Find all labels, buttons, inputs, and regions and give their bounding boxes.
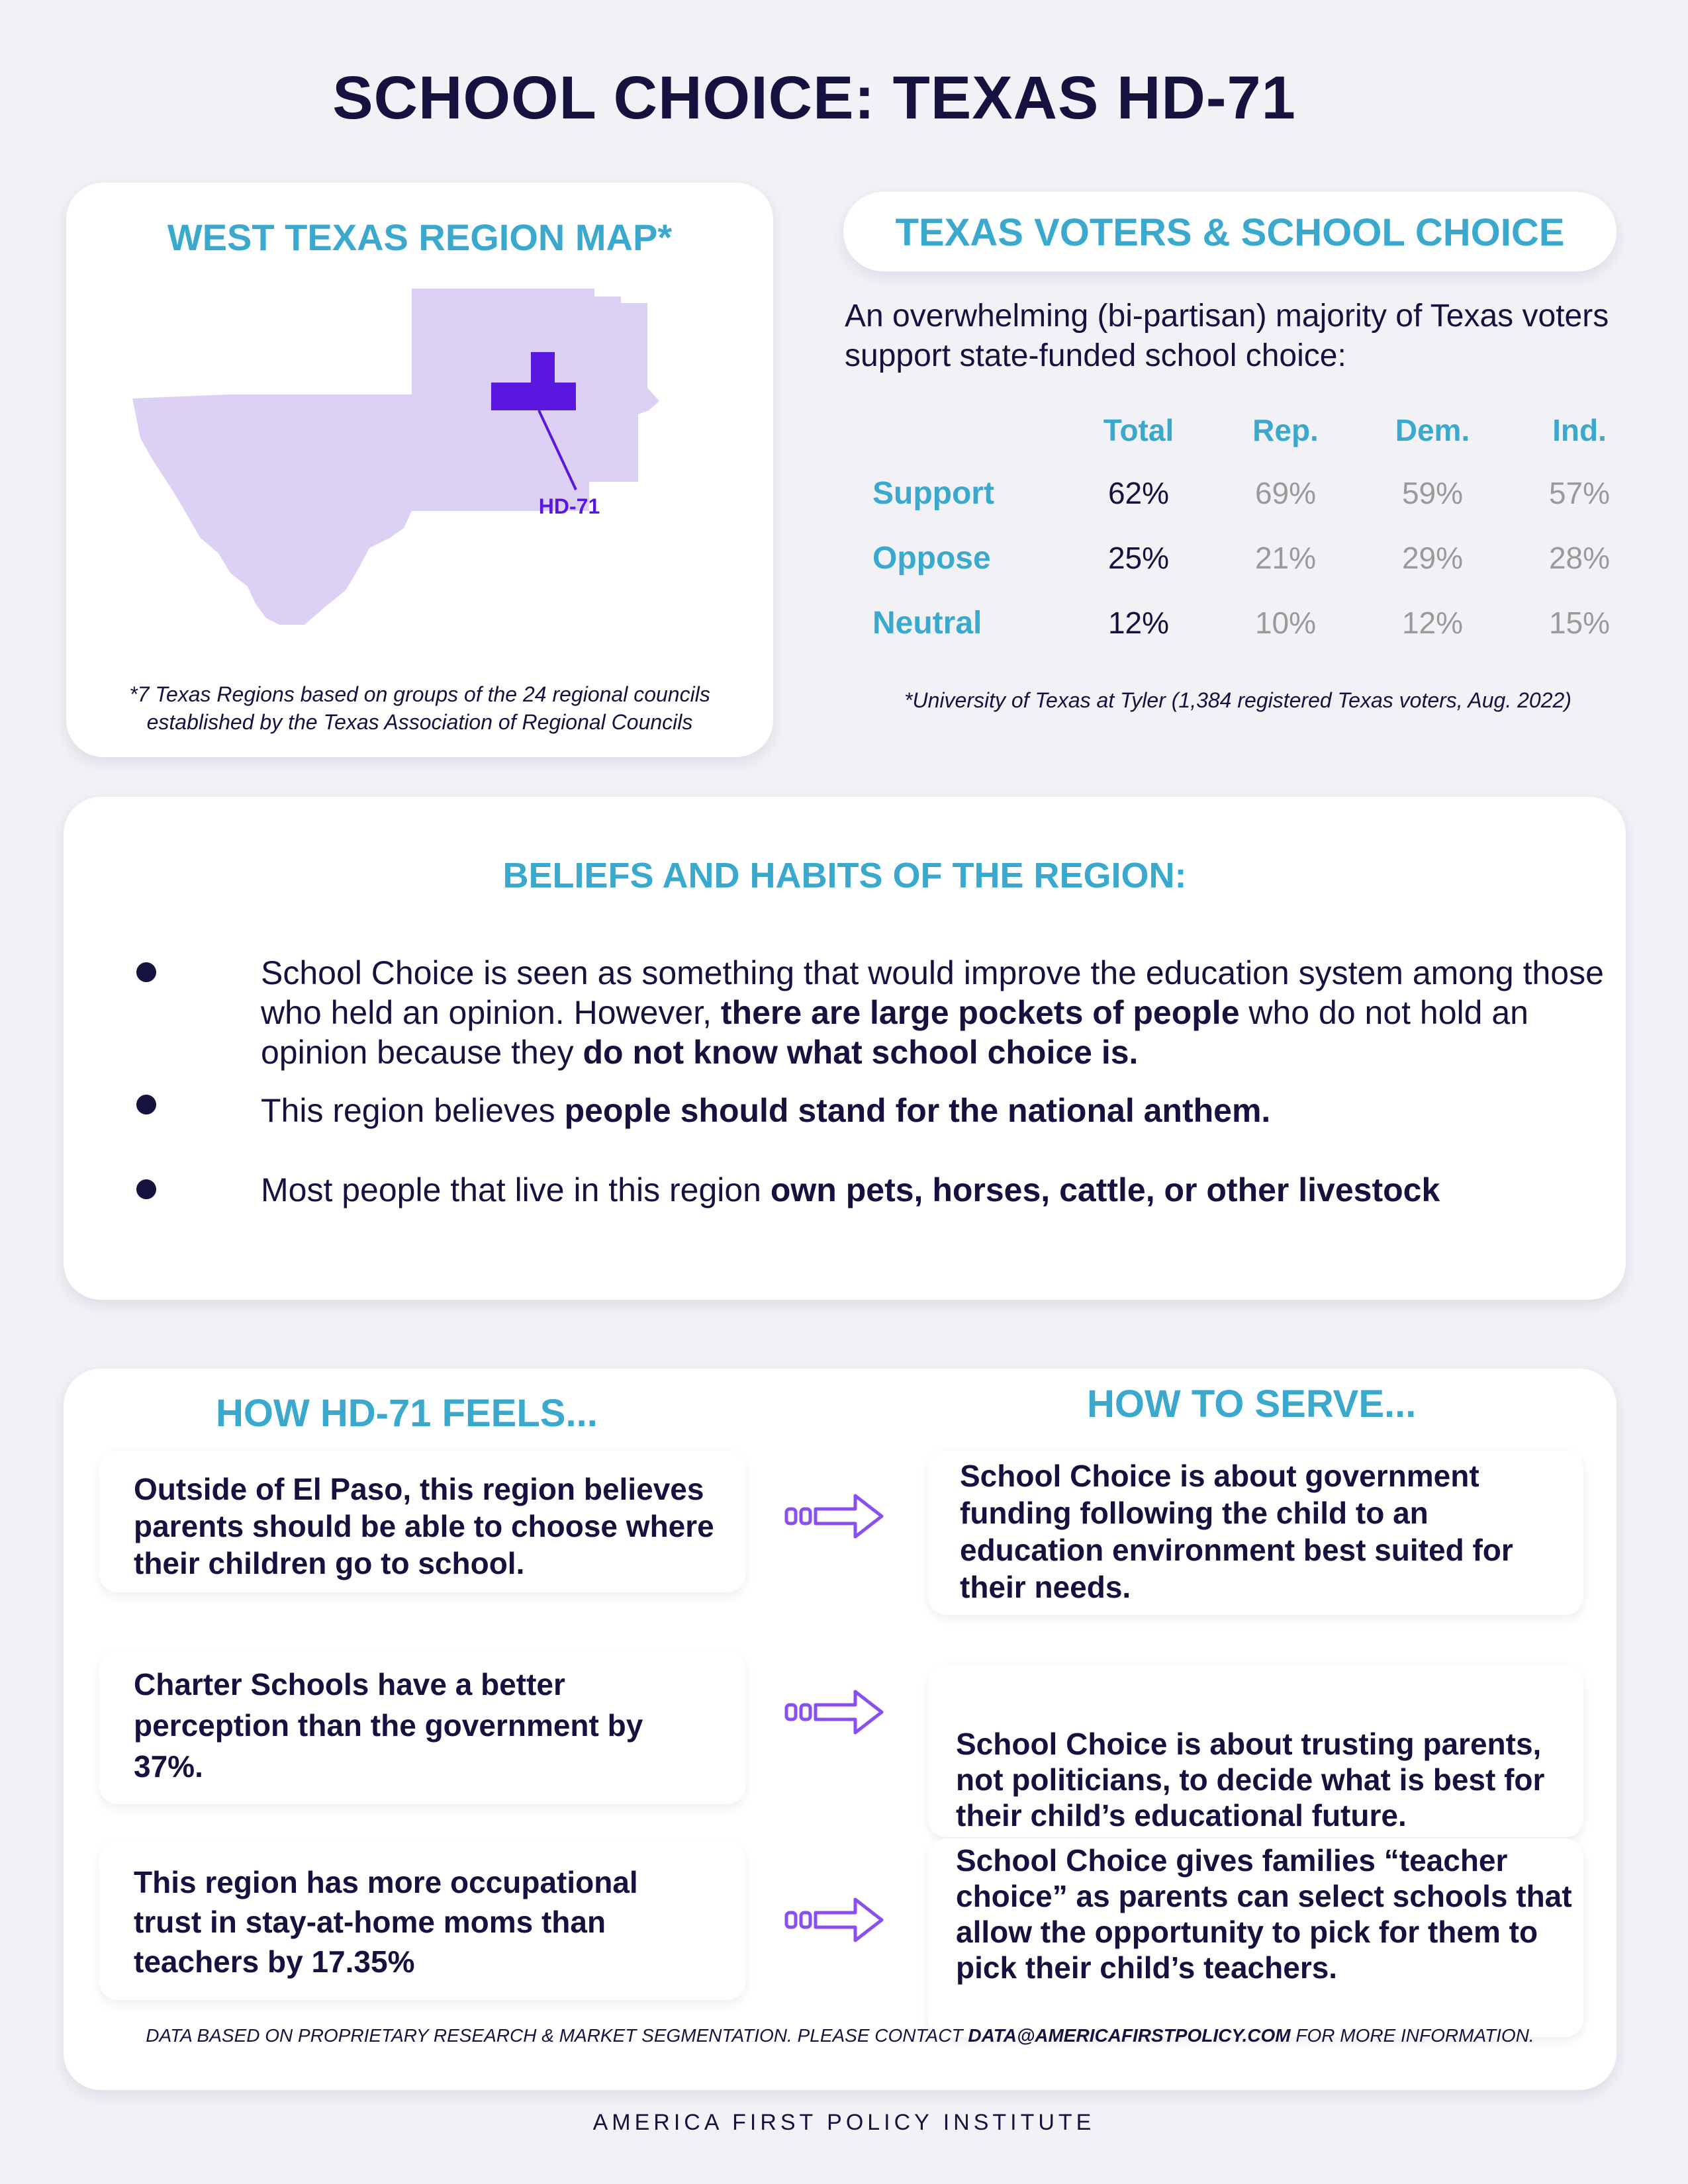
- poll-row-label: Support: [872, 475, 994, 511]
- belief-text-bold: people should stand for the national ant…: [564, 1092, 1271, 1129]
- region-map-heading: WEST TEXAS REGION MAP*: [167, 216, 673, 258]
- poll-header-row: Total Rep. Dem. Ind.: [854, 400, 1653, 461]
- feels-box: Charter Schools have a better perception…: [99, 1651, 745, 1804]
- poll-source-note: *University of Texas at Tyler (1,384 reg…: [904, 688, 1571, 712]
- poll-cell: 12%: [1107, 606, 1170, 640]
- hd-71-district-shape: [491, 352, 576, 410]
- belief-bullet: School Choice is seen as something that …: [136, 953, 1604, 1072]
- poll-cell: 62%: [1107, 476, 1170, 510]
- serve-text: School Choice is about trusting parents,…: [956, 1727, 1545, 1833]
- serve-text: School Choice is about government fundin…: [960, 1459, 1513, 1604]
- serve-text: School Choice gives families “teacher ch…: [956, 1843, 1572, 1985]
- poll-row-label: Neutral: [872, 605, 982, 641]
- serve-box: School Choice is about government fundin…: [928, 1451, 1583, 1615]
- disclaimer-text: FOR MORE INFORMATION.: [1290, 2025, 1534, 2046]
- poll-cell: 28%: [1548, 541, 1611, 575]
- belief-text-part: who do not hold an opinion because they: [261, 994, 1528, 1071]
- feels-text: Outside of El Paso, this region believes…: [134, 1472, 714, 1580]
- belief-text-part: School Choice is seen as something that …: [261, 954, 1604, 1031]
- serve-heading: HOW TO SERVE...: [1087, 1383, 1417, 1426]
- belief-text-bold: there are large pockets of people: [720, 994, 1240, 1031]
- feels-text: Charter Schools have a better perception…: [134, 1667, 643, 1784]
- beliefs-card: BELIEFS AND HABITS OF THE REGION: School…: [64, 797, 1626, 1300]
- poll-cell: 25%: [1107, 541, 1170, 575]
- voters-heading-pill: TEXAS VOTERS & SCHOOL CHOICE: [843, 192, 1617, 271]
- feels-box: Outside of El Paso, this region believes…: [99, 1451, 745, 1592]
- poll-cell: 57%: [1548, 476, 1611, 510]
- belief-bullet: This region believes people should stand…: [136, 1091, 1560, 1130]
- bullet-dot-icon: [136, 962, 156, 982]
- west-texas-region-shape: [132, 289, 659, 625]
- poll-row-oppose: Oppose 25% 21% 29% 28%: [854, 525, 1653, 590]
- poll-row-label: Oppose: [872, 540, 991, 576]
- serve-box: School Choice is about trusting parents,…: [928, 1665, 1583, 1837]
- region-map-card: WEST TEXAS REGION MAP* HD-71 *7 Texas Re…: [66, 183, 773, 757]
- poll-cell: 69%: [1254, 476, 1317, 510]
- feels-text: This region has more occupational trust …: [134, 1865, 638, 1979]
- belief-text: Most people that live in this region own…: [261, 1170, 1618, 1210]
- footer-organization: AMERICA FIRST POLICY INSTITUTE: [592, 2110, 1096, 2135]
- page-title: SCHOOL CHOICE: TEXAS HD-71: [332, 64, 1296, 132]
- region-map-note: *7 Texas Regions based on groups of the …: [129, 682, 710, 734]
- feels-box: This region has more occupational trust …: [99, 1841, 745, 2000]
- serve-box: School Choice gives families “teacher ch…: [928, 1839, 1583, 2037]
- belief-text-part: Most people that live in this region: [261, 1171, 771, 1208]
- poll-column-ind: Ind.: [1552, 413, 1607, 447]
- belief-text-bold: do not know what school choice is.: [583, 1034, 1139, 1071]
- feels-serve-card: HOW HD-71 FEELS... HOW TO SERVE... Outsi…: [64, 1369, 1617, 2090]
- poll-row-neutral: Neutral 12% 10% 12% 15%: [854, 590, 1653, 655]
- data-disclaimer: DATA BASED ON PROPRIETARY RESEARCH & MAR…: [64, 2025, 1617, 2046]
- poll-column-dem: Dem.: [1395, 413, 1470, 447]
- hd-71-label: HD-71: [539, 494, 600, 518]
- belief-text: This region believes people should stand…: [261, 1091, 1618, 1130]
- arrow-right-icon: [784, 1897, 884, 1942]
- poll-corner-cell: [854, 400, 1065, 461]
- contact-email-link[interactable]: DATA@AMERICAFIRSTPOLICY.COM: [968, 2025, 1291, 2046]
- disclaimer-text: DATA BASED ON PROPRIETARY RESEARCH & MAR…: [146, 2025, 968, 2046]
- poll-cell: 29%: [1401, 541, 1464, 575]
- poll-column-rep: Rep.: [1252, 413, 1319, 447]
- belief-text-bold: own pets, horses, cattle, or other lives…: [770, 1171, 1440, 1208]
- voters-intro: An overwhelming (bi-partisan) majority o…: [845, 298, 1609, 373]
- belief-text-part: This region believes: [261, 1092, 565, 1129]
- poll-table: Total Rep. Dem. Ind. Support 62% 69% 59%…: [854, 400, 1653, 655]
- poll-cell: 12%: [1401, 606, 1464, 640]
- voters-heading: TEXAS VOTERS & SCHOOL CHOICE: [895, 211, 1565, 254]
- feels-heading: HOW HD-71 FEELS...: [216, 1392, 598, 1435]
- beliefs-heading: BELIEFS AND HABITS OF THE REGION:: [502, 856, 1187, 895]
- bullet-dot-icon: [136, 1095, 156, 1115]
- poll-cell: 15%: [1548, 606, 1611, 640]
- poll-cell: 59%: [1401, 476, 1464, 510]
- west-texas-region-map: HD-71: [132, 289, 659, 625]
- poll-cell: 21%: [1254, 541, 1317, 575]
- poll-row-support: Support 62% 69% 59% 57%: [854, 461, 1653, 525]
- poll-column-total: Total: [1103, 413, 1174, 447]
- arrow-right-icon: [784, 1690, 884, 1735]
- arrow-right-icon: [784, 1494, 884, 1539]
- bullet-dot-icon: [136, 1179, 156, 1199]
- belief-text: School Choice is seen as something that …: [261, 953, 1618, 1072]
- belief-bullet: Most people that live in this region own…: [136, 1170, 1560, 1210]
- poll-cell: 10%: [1254, 606, 1317, 640]
- hd-71-pointer-line: [538, 410, 577, 490]
